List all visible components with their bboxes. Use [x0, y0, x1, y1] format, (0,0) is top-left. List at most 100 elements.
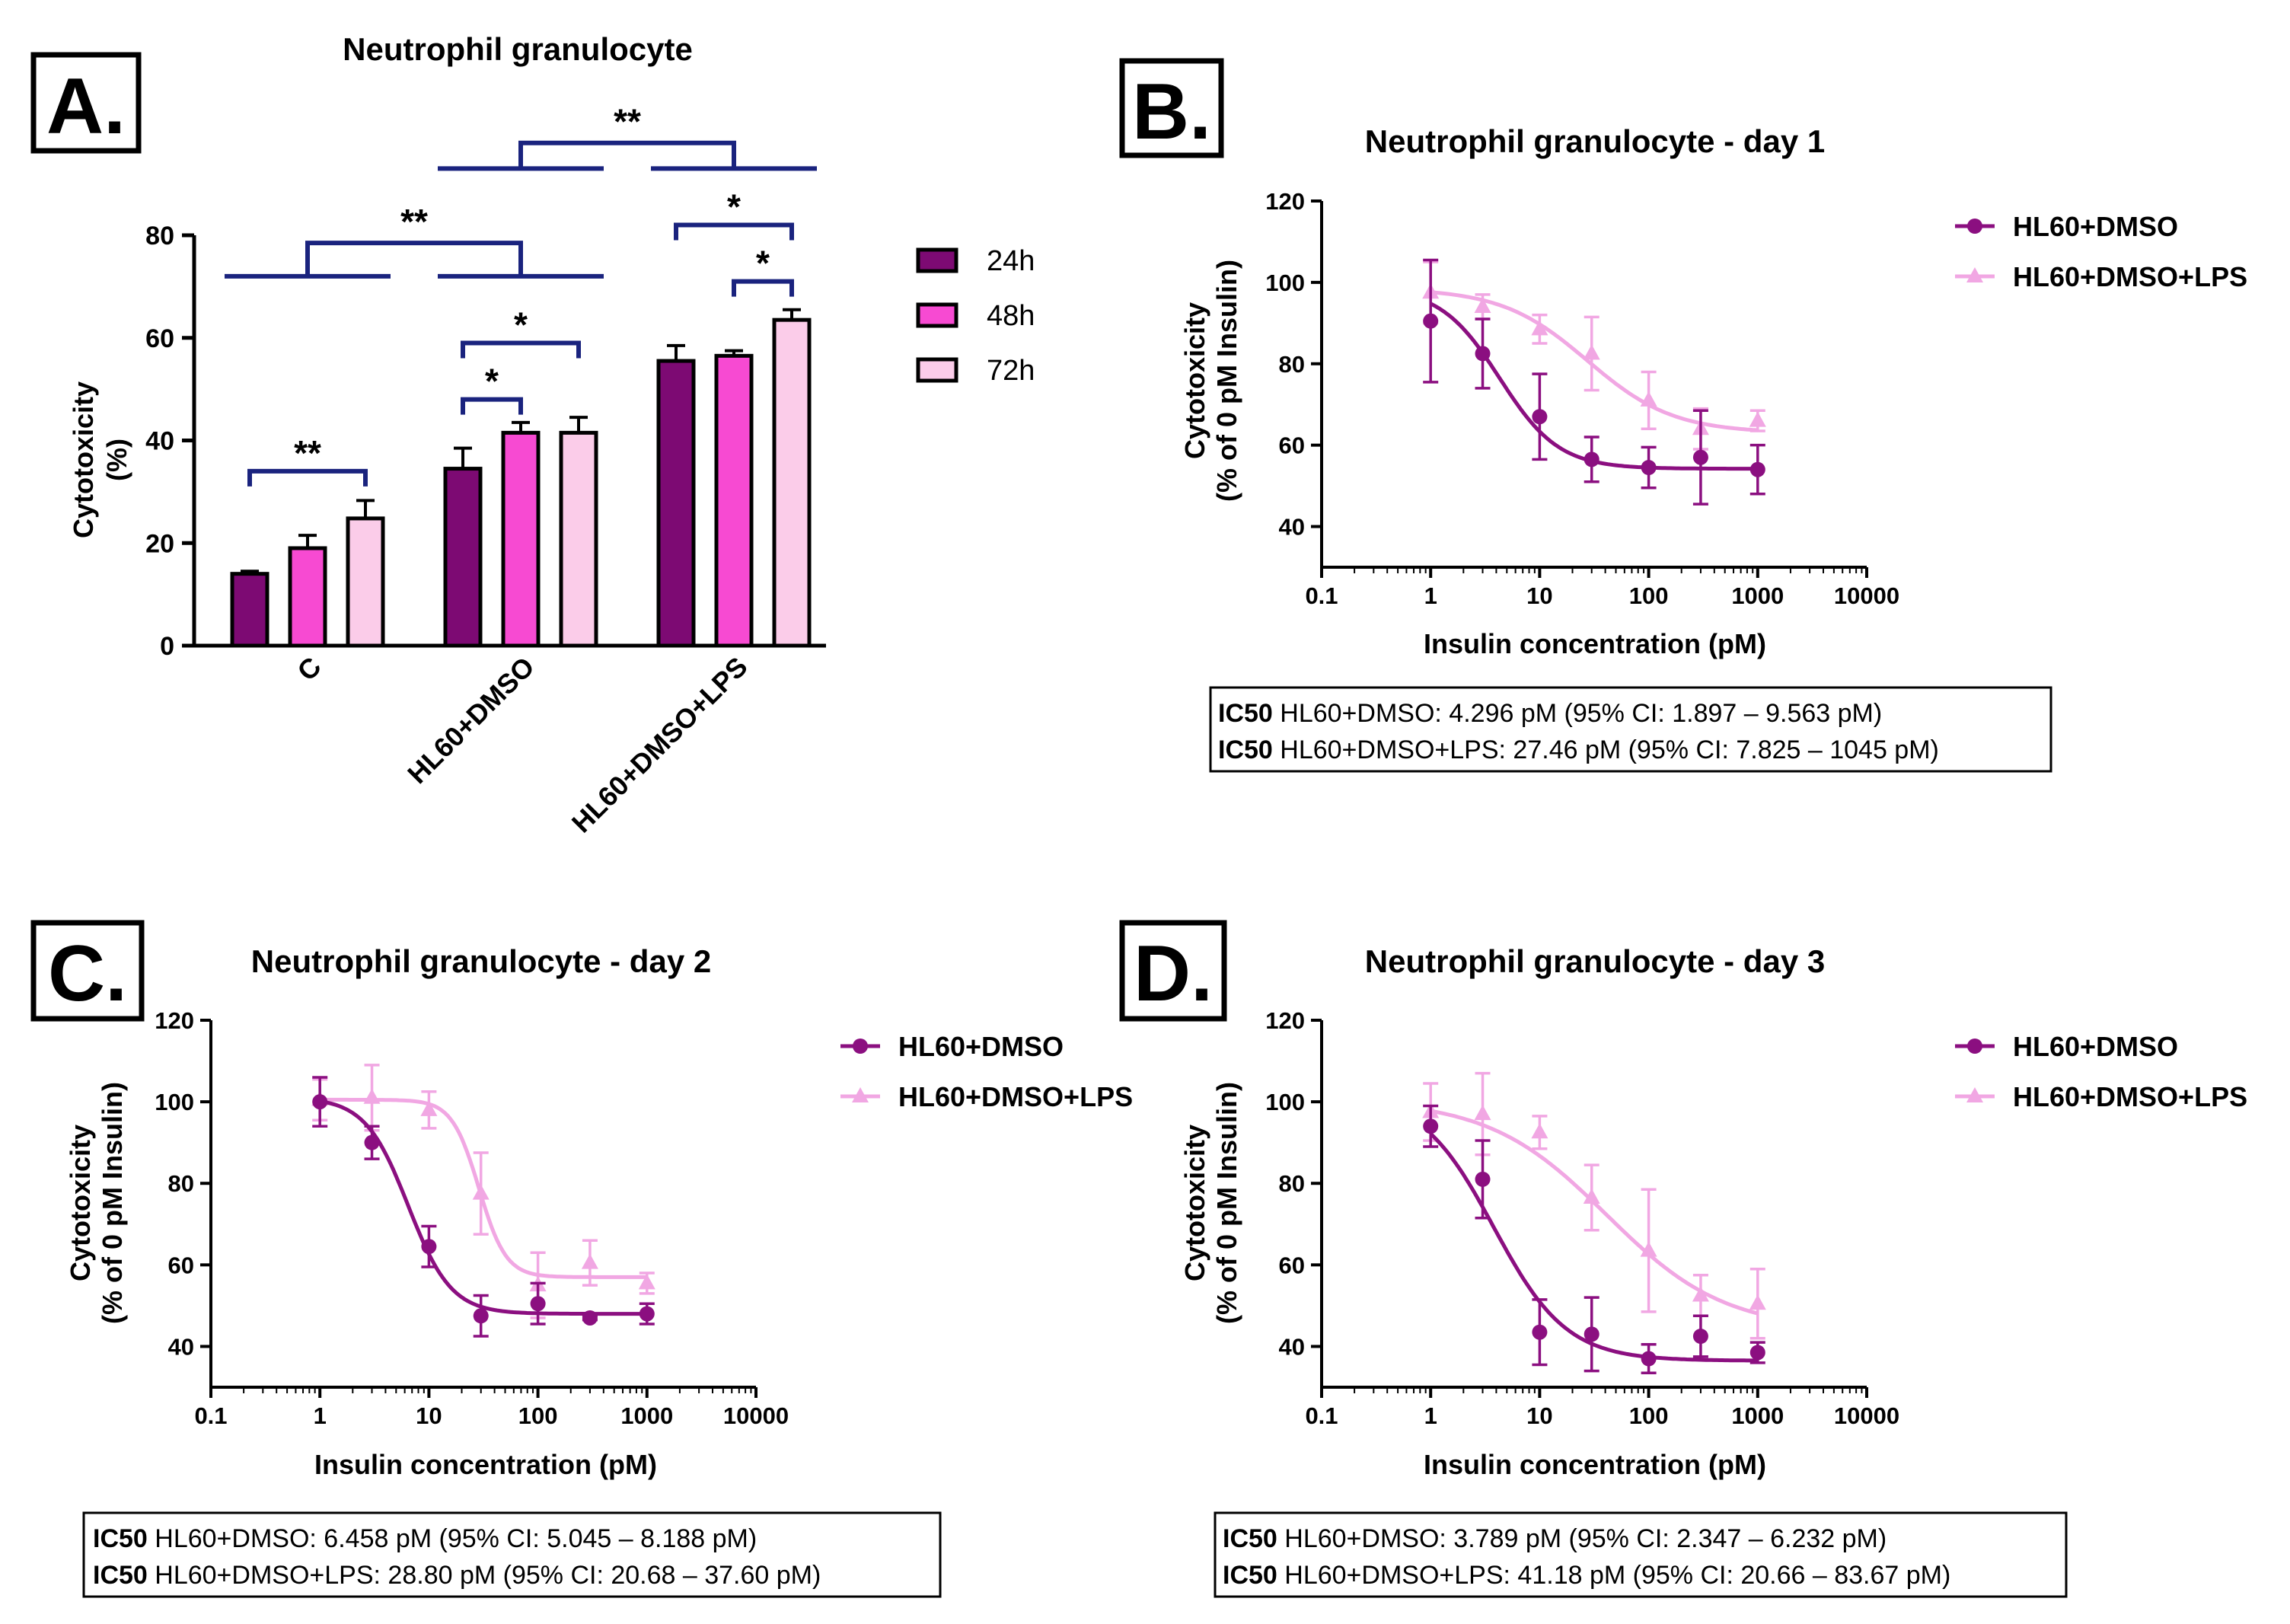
panel-a: A. Neutrophil granulocyte Cytotoxicity (…	[30, 31, 1035, 839]
panel-a-category-label: HL60+DMSO+LPS	[566, 651, 754, 839]
panel-d-x-tick-label: 1000	[1731, 1402, 1784, 1429]
panel-a-ylabel-line1: Cytotoxicity	[68, 381, 99, 538]
panel-d-letter: D.	[1134, 930, 1213, 1018]
panel-d-ic50-line2-bold: IC50	[1223, 1561, 1277, 1590]
panel-d-point-dmso	[1584, 1326, 1599, 1342]
panel-a-sig-bracket	[247, 468, 368, 487]
panel-d-ic50-line1-text: HL60+DMSO: 3.789 pM (95% CI: 2.347 – 6.2…	[1277, 1524, 1887, 1553]
panel-b-point-dmso	[1641, 460, 1657, 476]
panel-b-y-tick-label: 100	[1265, 270, 1305, 296]
panel-b-fit-curve-lps	[1430, 290, 1759, 432]
panel-d-plot	[1422, 1071, 1766, 1375]
panel-a-bar-48h	[501, 430, 541, 648]
panel-c-title: Neutrophil granulocyte - day 2	[251, 943, 711, 979]
panel-d-point-lps	[1474, 1105, 1491, 1121]
panel-a-sig-bracket	[732, 279, 794, 297]
panel-a-sig-label: *	[485, 362, 499, 401]
panel-d-ic50-box	[1214, 1511, 2068, 1598]
panel-c-y-tick-label: 60	[168, 1252, 194, 1278]
panel-c-point-dmso	[312, 1094, 328, 1110]
panel-b-title: Neutrophil granulocyte - day 1	[1365, 123, 1825, 159]
panel-a-bar-72h	[559, 430, 598, 648]
panel-c-point-dmso	[473, 1308, 489, 1324]
panel-b-axes: 40 60 80 100 120 0.1 1 10 100 1000 10000	[1265, 188, 1899, 609]
panel-b-point-dmso	[1692, 449, 1708, 465]
panel-d-x-tick-label: 0.1	[1305, 1402, 1338, 1429]
panel-c-ic50-line1-bold: IC50	[93, 1524, 148, 1553]
panel-a-bar-24h	[443, 467, 483, 648]
panel-a-group-bracket	[305, 241, 523, 276]
panel-c-point-dmso	[582, 1310, 598, 1326]
panel-d-title: Neutrophil granulocyte - day 3	[1365, 943, 1825, 979]
panel-a-legend: 24h 48h 72h	[916, 245, 1035, 387]
panel-d-y-tick-label: 80	[1279, 1170, 1305, 1197]
panel-a-sig-bracket	[461, 397, 523, 415]
panel-b-x-tick-label: 1	[1424, 582, 1437, 609]
panel-b-point-dmso	[1423, 313, 1439, 329]
panel-b-x-tick-label: 10000	[1834, 582, 1899, 609]
panel-d-fit-curve-dmso	[1429, 1132, 1758, 1363]
panel-a-category-labels: C HL60+DMSO HL60+DMSO+LPS	[291, 651, 753, 839]
panel-d-y-tick-label: 40	[1279, 1333, 1305, 1360]
panel-d-y-tick-label: 60	[1279, 1252, 1305, 1278]
panel-c-ylabel-line1: Cytotoxicity	[65, 1125, 96, 1281]
panel-b-ylabel-line1: Cytotoxicity	[1179, 302, 1210, 459]
panel-b-point-dmso	[1475, 346, 1491, 362]
panel-a-sig-label: *	[727, 187, 741, 227]
panel-d-letter-box	[1119, 920, 1227, 1022]
panel-c-legend: HL60+DMSO HL60+DMSO+LPS	[840, 1031, 1133, 1112]
panel-d-point-lps	[1583, 1188, 1600, 1204]
panel-c-ic50-box	[82, 1511, 942, 1598]
panel-a-sig-bracket	[461, 340, 581, 359]
panel-a-legend-label: 48h	[987, 300, 1035, 332]
panel-b-y-tick-label: 60	[1279, 432, 1305, 459]
panel-b-ylabel-line2: (% of 0 pM Insulin)	[1211, 260, 1242, 502]
panel-a-sig-label: *	[514, 305, 528, 344]
panel-b-point-lps	[1474, 297, 1491, 313]
panel-a-group-sig-label: **	[400, 202, 428, 241]
panel-a-letter: A.	[46, 62, 126, 151]
panel-c-x-tick-label: 1000	[620, 1402, 673, 1429]
panel-d-legend-label: HL60+DMSO+LPS	[2013, 1081, 2247, 1112]
panel-a-bar-48h	[714, 353, 754, 648]
panel-c-ic50-line1: IC50 HL60+DMSO: 6.458 pM (95% CI: 5.045 …	[93, 1524, 757, 1553]
panel-c-point-dmso	[639, 1306, 655, 1322]
panel-a-y-tick-label: 60	[145, 324, 174, 353]
panel-d-x-tick-label: 10	[1526, 1402, 1552, 1429]
panel-c-ic50-line1-text: HL60+DMSO: 6.458 pM (95% CI: 5.045 – 8.1…	[148, 1524, 757, 1553]
panel-b-x-tick-label: 100	[1629, 582, 1669, 609]
panel-d-ylabel-line1: Cytotoxicity	[1179, 1125, 1210, 1281]
panel-a-y-tick-label: 80	[145, 222, 174, 250]
panel-b-legend-label: HL60+DMSO	[2013, 211, 2178, 242]
panel-a-category-label: HL60+DMSO	[401, 651, 540, 790]
panel-c-x-tick-label: 10	[416, 1402, 442, 1429]
panel-d-legend: HL60+DMSO HL60+DMSO+LPS	[1955, 1031, 2247, 1112]
panel-a-letter-box	[30, 52, 142, 154]
panel-b-ic50-line1-text: HL60+DMSO: 4.296 pM (95% CI: 1.897 – 9.5…	[1273, 699, 1882, 728]
panel-c-ic50-line2: IC50 HL60+DMSO+LPS: 28.80 pM (95% CI: 20…	[93, 1561, 821, 1590]
panel-b-point-lps	[1640, 391, 1657, 407]
panel-b-x-tick-label: 1000	[1731, 582, 1784, 609]
panel-b-ic50-line1: IC50 HL60+DMSO: 4.296 pM (95% CI: 1.897 …	[1218, 699, 1882, 728]
panel-a-ylabel-line2: (%)	[101, 439, 132, 481]
panel-c-x-tick-label: 0.1	[194, 1402, 227, 1429]
panel-c-point-dmso	[364, 1134, 380, 1150]
panel-a-legend-swatch-72h	[916, 357, 958, 383]
panel-a-bar-48h	[288, 546, 327, 648]
panel-d-point-dmso	[1423, 1118, 1439, 1134]
panel-c-x-tick-label: 1	[314, 1402, 327, 1429]
panel-b-fit-curve-dmso	[1430, 302, 1758, 471]
panel-b-ic50-line2-text: HL60+DMSO+LPS: 27.46 pM (95% CI: 7.825 –…	[1273, 735, 1939, 764]
panel-c-point-lps	[638, 1274, 655, 1290]
panel-a-title: Neutrophil granulocyte	[343, 31, 693, 67]
panel-d-legend-marker-circle	[1967, 1039, 1982, 1054]
panel-c-x-tick-label: 10000	[723, 1402, 789, 1429]
panel-c-y-tick-label: 40	[168, 1333, 194, 1360]
panel-a-bar-24h	[656, 359, 696, 648]
panel-a-category-label: C	[291, 651, 327, 687]
panel-a-legend-label: 24h	[987, 245, 1035, 277]
panel-b-y-tick-label: 120	[1265, 188, 1305, 215]
panel-b-point-dmso	[1584, 451, 1599, 467]
panel-a-y-tick-label: 0	[160, 632, 174, 661]
panel-b-ic50-line2-bold: IC50	[1218, 735, 1273, 764]
